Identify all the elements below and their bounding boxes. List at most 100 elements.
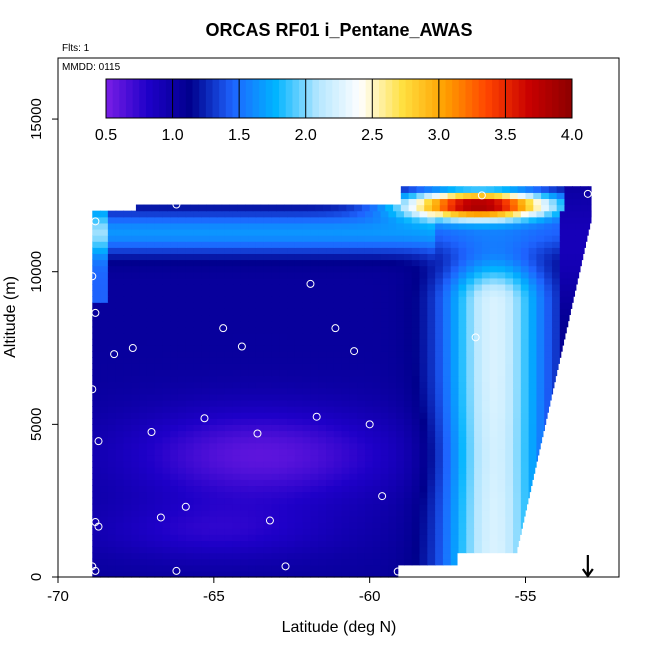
heat-cell-2533 [255, 302, 265, 309]
heat-cell-2064 [427, 351, 436, 358]
heat-cell-963 [115, 460, 125, 468]
heat-cell-3071 [544, 253, 553, 261]
heat-cell-345 [139, 528, 148, 535]
heat-cell-954 [489, 467, 499, 474]
heat-cell-2241 [380, 332, 389, 340]
heat-cell-1942 [411, 363, 421, 370]
heat-cell-3080 [123, 247, 132, 254]
heat-cell-1590 [458, 399, 467, 407]
heat-cell-3282 [201, 228, 210, 236]
heat-cell-1172 [396, 442, 405, 450]
heat-cell-2519 [146, 302, 156, 309]
heat-cell-3259 [520, 235, 530, 242]
heat-cell-3347 [209, 222, 218, 230]
heat-cell-1349 [419, 424, 428, 432]
heat-cell-125 [442, 558, 452, 566]
heat-cell-2570 [544, 302, 553, 309]
heat-cell-2634 [559, 296, 569, 303]
heat-cell-1691 [326, 387, 335, 395]
heat-cell-1327 [248, 424, 257, 432]
heat-cell-2168 [287, 338, 296, 346]
heat-cell-3479 [240, 210, 249, 218]
heat-cell-3485 [287, 210, 296, 218]
heat-cell-2314 [474, 326, 483, 334]
heat-cell-879 [349, 473, 358, 480]
heat-cell-2297 [341, 326, 351, 334]
heat-cell-2564 [497, 302, 506, 309]
heat-cell-918 [209, 467, 218, 474]
heat-cell-1705 [435, 387, 444, 395]
heat-cell-2736 [388, 283, 397, 291]
heat-cell-3046 [349, 253, 358, 261]
heat-cell-1067 [481, 454, 491, 462]
heat-cell-2327 [100, 320, 109, 328]
heat-cell-1765 [435, 381, 444, 389]
heat-cell-3631 [572, 192, 581, 200]
heat-cell-3171 [333, 241, 343, 248]
heat-cell-1487 [115, 406, 125, 413]
heat-cell-1253 [123, 430, 132, 438]
heat-cell-3477 [224, 210, 234, 218]
heat-cell-1219 [310, 436, 319, 444]
heat-cell-3098 [263, 247, 273, 254]
heat-cell-2053 [341, 351, 351, 358]
heat-cell-2141 [551, 344, 561, 352]
heat-cell-199 [287, 546, 296, 554]
heat-cell-1204 [193, 436, 202, 444]
heat-cell-514 [146, 509, 156, 517]
heat-cell-2103 [255, 344, 265, 352]
heat-cell-1622 [248, 393, 257, 401]
heat-cell-155 [310, 552, 319, 560]
heat-cell-543 [372, 509, 382, 517]
heat-cell-1484 [92, 406, 101, 413]
heat-cell-1567 [279, 399, 288, 407]
heat-cell-527 [248, 509, 257, 517]
heat-cell-2138 [528, 344, 538, 352]
heat-cell-2423 [364, 314, 374, 322]
heat-cell-948 [442, 467, 452, 474]
heat-cell-2946 [551, 265, 561, 273]
heat-cell-2304 [396, 326, 405, 334]
heat-cell-2029 [154, 351, 164, 358]
heat-cell-2494 [435, 308, 444, 316]
heat-cell-3084 [154, 247, 164, 254]
heat-cell-1046 [318, 454, 327, 462]
heat-cell-1609 [146, 393, 156, 401]
heat-cell-1595 [497, 399, 506, 407]
heat-cell-1695 [357, 387, 366, 395]
heat-cell-1723 [107, 381, 117, 389]
heat-cell-1499 [209, 406, 218, 413]
heat-cell-3367 [364, 222, 374, 230]
heat-cell-1589 [450, 399, 460, 407]
colorbar-cell-5 [139, 79, 147, 118]
heat-cell-70 [326, 564, 335, 572]
heat-cell-3208 [123, 235, 132, 242]
heat-cell-3055 [419, 253, 428, 261]
heat-cell-1940 [396, 363, 405, 370]
heat-cell-2929 [419, 265, 428, 273]
heat-cell-1114 [396, 448, 405, 456]
heat-cell-1956 [520, 363, 530, 370]
heat-cell-2513 [100, 302, 109, 309]
heat-cell-444 [474, 522, 483, 529]
heat-cell-2739 [411, 283, 421, 291]
heat-cell-82 [107, 558, 117, 566]
heat-cell-370 [333, 528, 343, 535]
heat-cell-969 [162, 460, 171, 468]
heat-cell-1751 [326, 381, 335, 389]
heat-cell-959 [528, 467, 536, 474]
heat-cell-594 [333, 503, 343, 511]
colorbar-cell-53 [458, 79, 466, 118]
heat-cell-1645 [427, 393, 436, 401]
heat-cell-3563 [432, 204, 441, 212]
heat-cell-1092 [224, 448, 234, 456]
heat-cell-839 [481, 479, 491, 487]
heat-cell-1061 [435, 454, 444, 462]
heat-cell-1731 [170, 381, 179, 389]
heat-cell-2405 [224, 314, 234, 322]
heat-cell-1146 [193, 442, 202, 450]
heat-cell-3524 [590, 210, 592, 218]
heat-cell-459 [154, 515, 164, 523]
heat-cell-1616 [201, 393, 210, 401]
heat-cell-1604 [107, 393, 117, 401]
